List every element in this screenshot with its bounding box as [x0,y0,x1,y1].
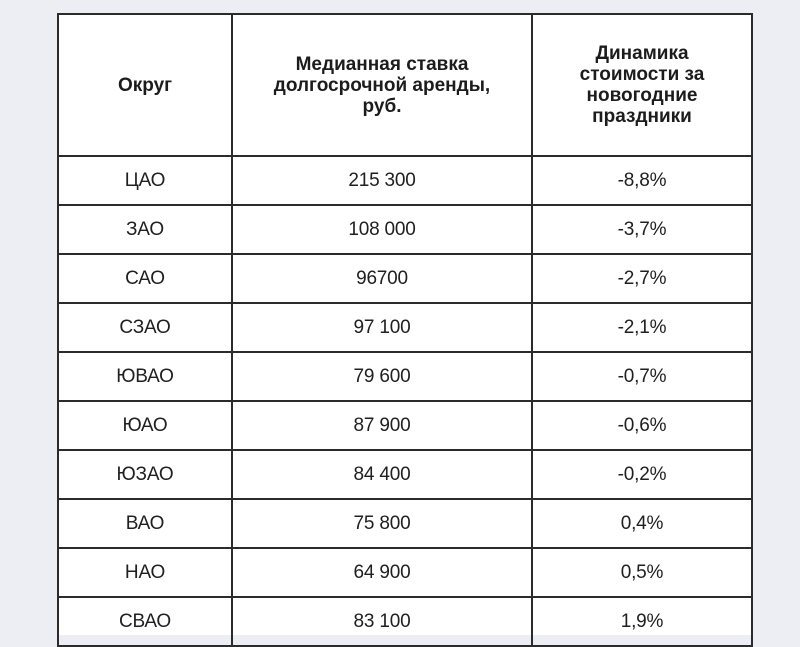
cell-district: СВАО [57,596,233,647]
cell-change: -3,7% [531,204,753,255]
cell-rate: 87 900 [231,400,533,451]
cell-change: -8,8% [531,155,753,206]
table-row: СЗАО 97 100 -2,1% [57,302,753,353]
table-row: ВАО 75 800 0,4% [57,498,753,549]
table-row: САО 96700 -2,7% [57,253,753,304]
table-header: Округ Медианная ставка долгосрочной арен… [57,13,753,157]
table-row: НАО 64 900 0,5% [57,547,753,598]
table-row: ЦАО 215 300 -8,8% [57,155,753,206]
cell-rate: 64 900 [231,547,533,598]
cell-rate: 75 800 [231,498,533,549]
header-rate-label: Медианная ставка долгосрочной аренды, ру… [273,53,491,117]
cell-district: СЗАО [57,302,233,353]
cell-rate: 96700 [231,253,533,304]
table-row: ЮВАО 79 600 -0,7% [57,351,753,402]
cell-change: -0,7% [531,351,753,402]
cell-district: ЮЗАО [57,449,233,500]
cell-change: -2,1% [531,302,753,353]
cell-rate: 108 000 [231,204,533,255]
table-row: ЗАО 108 000 -3,7% [57,204,753,255]
table-row: СВАО 83 100 1,9% [57,596,753,647]
cell-change: 0,5% [531,547,753,598]
header-district-label: Округ [117,74,173,96]
cell-change: 1,9% [531,596,753,647]
cell-change: -0,2% [531,449,753,500]
table-body: ЦАО 215 300 -8,8% ЗАО 108 000 -3,7% САО … [57,155,753,647]
cell-rate: 215 300 [231,155,533,206]
header-row: Округ Медианная ставка долгосрочной арен… [57,13,753,157]
cell-change: 0,4% [531,498,753,549]
header-rate: Медианная ставка долгосрочной аренды, ру… [231,13,533,157]
cell-district: ЗАО [57,204,233,255]
header-change-label: Динамика стоимости за новогодние праздни… [579,43,705,127]
table-row: ЮЗАО 84 400 -0,2% [57,449,753,500]
table-row: ЮАО 87 900 -0,6% [57,400,753,451]
cell-rate: 84 400 [231,449,533,500]
cell-district: ЮВАО [57,351,233,402]
cell-rate: 97 100 [231,302,533,353]
cell-district: ЮАО [57,400,233,451]
cell-district: ВАО [57,498,233,549]
cell-district: САО [57,253,233,304]
header-district: Округ [57,13,233,157]
header-change: Динамика стоимости за новогодние праздни… [531,13,753,157]
cell-district: ЦАО [57,155,233,206]
cell-district: НАО [57,547,233,598]
cell-change: -0,6% [531,400,753,451]
document-sheet: Округ Медианная ставка долгосрочной арен… [57,13,753,647]
cell-change: -2,7% [531,253,753,304]
rent-table: Округ Медианная ставка долгосрочной арен… [57,13,753,647]
cell-rate: 83 100 [231,596,533,647]
cell-rate: 79 600 [231,351,533,402]
